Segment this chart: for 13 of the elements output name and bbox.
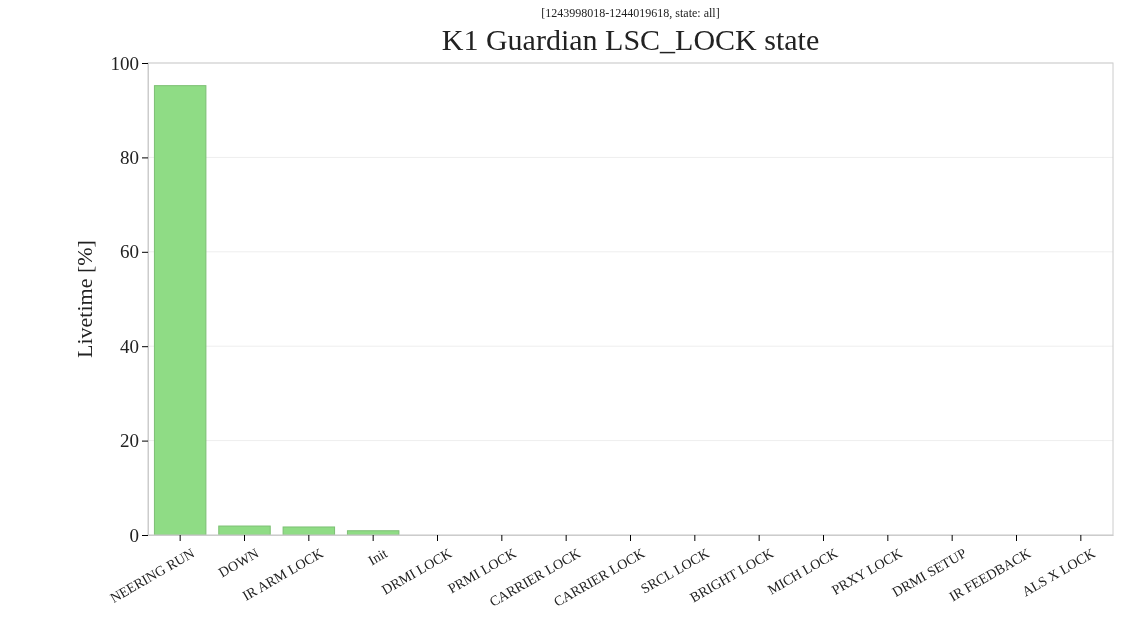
chart-subtitle: [1243998018-1244019618, state: all] <box>541 6 720 20</box>
y-tick-label: 60 <box>120 241 139 263</box>
x-tick-label: Init <box>365 545 391 569</box>
chart-title: K1 Guardian LSC_LOCK state <box>441 23 820 56</box>
y-tick-label: 100 <box>110 52 139 74</box>
bar <box>282 526 336 536</box>
y-tick-label: 80 <box>120 146 139 168</box>
bar <box>218 525 271 536</box>
y-axis-title: Livetime [%] <box>72 240 97 358</box>
bar <box>153 85 207 536</box>
y-tick-label: 40 <box>120 335 139 357</box>
y-tick-label: 0 <box>129 524 139 546</box>
y-tick-label: 20 <box>120 430 139 452</box>
